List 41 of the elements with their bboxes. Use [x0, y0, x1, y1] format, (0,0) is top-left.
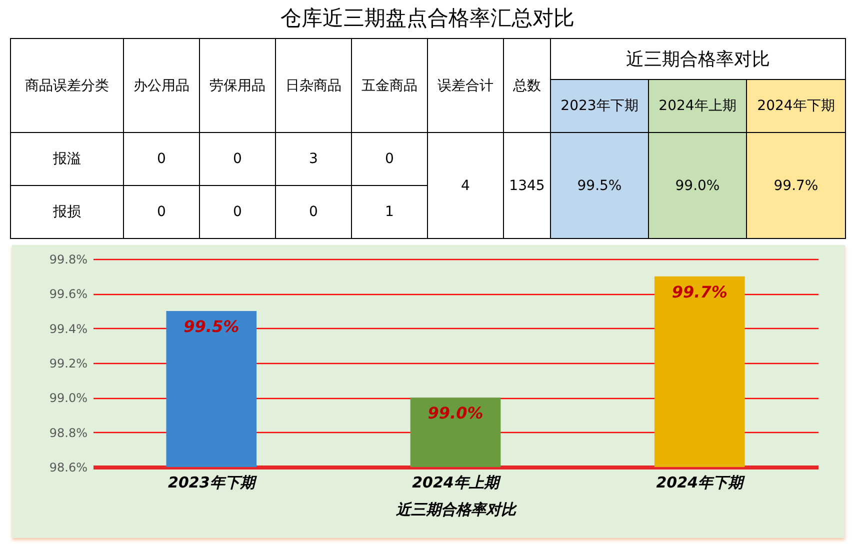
- text: 五金商品: [352, 38, 428, 132]
- y-tick-label: 99.4%: [49, 322, 88, 336]
- text: 误差合计: [428, 38, 504, 132]
- text: 报溢: [10, 132, 124, 186]
- data-label: 99.7%: [672, 282, 728, 302]
- data-label: 99.5%: [184, 317, 240, 336]
- text: 99.5%: [550, 132, 648, 238]
- y-tick-label: 98.8%: [49, 426, 88, 440]
- text: 99.7%: [746, 132, 846, 238]
- text: 总数: [504, 38, 550, 132]
- text: 4: [428, 132, 504, 238]
- text: 0: [124, 132, 200, 186]
- x-axis-title: 近三期合格率对比: [395, 500, 518, 518]
- text: 0: [352, 132, 428, 186]
- text: 近三期合格率对比: [550, 38, 846, 80]
- text: 2024年下期: [746, 80, 846, 132]
- text: 劳保用品: [200, 38, 276, 132]
- text: 商品误差分类: [10, 38, 124, 132]
- text: 2023年下期: [550, 80, 648, 132]
- text: 0: [276, 186, 352, 238]
- y-tick-label: 99.2%: [49, 356, 88, 370]
- y-tick-label: 99.8%: [49, 252, 88, 266]
- y-tick-label: 99.6%: [49, 287, 88, 302]
- text: 1345: [504, 132, 550, 238]
- text: 报损: [10, 186, 124, 238]
- y-tick-label: 99.0%: [49, 391, 88, 406]
- y-tick-label: 98.6%: [49, 460, 88, 474]
- x-tick-label: 2024年下期: [656, 474, 746, 492]
- text: 0: [124, 186, 200, 238]
- text: 办公用品: [124, 38, 200, 132]
- text: 3: [276, 132, 352, 186]
- text: 仓库近三期盘点合格率汇总对比: [280, 5, 576, 32]
- x-tick-label: 2024年上期: [412, 474, 502, 492]
- x-tick-label: 2023年下期: [168, 474, 258, 492]
- text: 0: [200, 186, 276, 238]
- data-label: 99.0%: [428, 404, 484, 423]
- text: 2024年上期: [648, 80, 746, 132]
- text: 99.0%: [648, 132, 746, 238]
- text: 0: [200, 132, 276, 186]
- text: 日杂商品: [276, 38, 352, 132]
- text: 1: [352, 186, 428, 238]
